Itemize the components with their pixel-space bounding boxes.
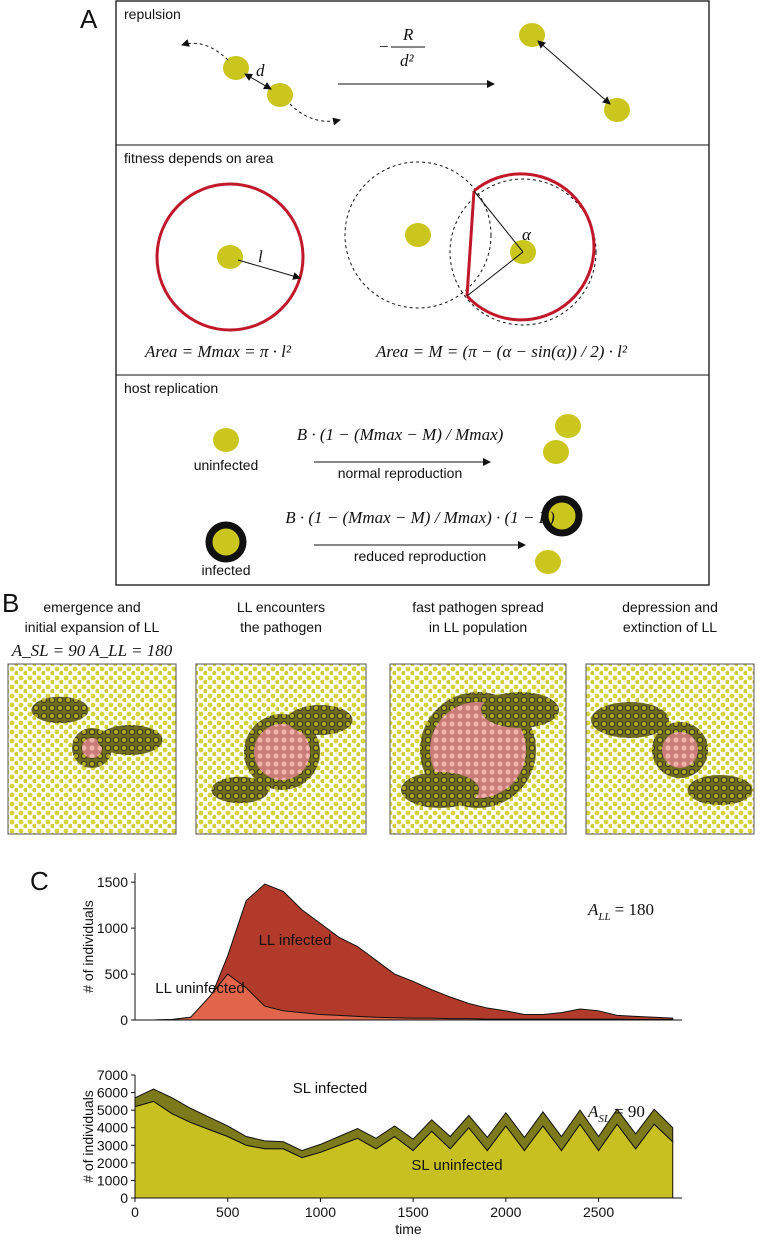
host-label: infected	[201, 562, 250, 578]
cluster	[97, 725, 163, 755]
repulsion-diagram	[181, 23, 630, 126]
infected-cluster	[662, 732, 698, 768]
y-tick-label: 7000	[97, 1067, 128, 1083]
series-label: LL uninfected	[155, 980, 245, 997]
formula: Area = M = (π − (α − sin(α)) / 2) · l²	[375, 342, 628, 361]
series-label: SL uninfected	[411, 1157, 502, 1174]
y-tick-label: 3000	[97, 1137, 128, 1153]
minus: −	[378, 37, 389, 56]
caption: the pathogen	[240, 619, 322, 635]
x-tick-label: 500	[216, 1204, 240, 1220]
cluster	[481, 692, 559, 728]
caption: fast pathogen spread	[412, 599, 544, 615]
radius-label: l	[258, 247, 263, 266]
annotation-value: = 180	[615, 900, 654, 919]
caption: in LL population	[429, 619, 527, 635]
arrow-label: normal reproduction	[338, 465, 463, 481]
y-tick-label: 4000	[97, 1120, 128, 1136]
cluster	[401, 772, 479, 808]
x-tick-label: 2500	[583, 1204, 614, 1220]
x-tick-label: 2000	[490, 1204, 521, 1220]
annotation-symbol: A	[587, 1102, 599, 1121]
area	[134, 1088, 674, 1159]
y-tick-label: 2000	[97, 1155, 128, 1171]
section-title: fitness depends on area	[124, 150, 274, 166]
infected-cluster	[254, 724, 310, 780]
numerator: R	[402, 25, 414, 44]
x-axis-label: time	[395, 1221, 422, 1237]
arrow-label: reduced reproduction	[354, 548, 486, 564]
series-label: LL infected	[259, 932, 332, 949]
y-tick-label: 0	[120, 1012, 128, 1028]
y-tick-label: 1000	[97, 920, 128, 936]
distance-label: d	[256, 61, 265, 80]
cluster	[591, 702, 669, 738]
cluster	[287, 705, 353, 735]
caption: depression and	[622, 599, 718, 615]
x-tick-label: 0	[131, 1204, 139, 1220]
fitness-diagram	[155, 161, 597, 332]
caption: initial expansion of LL	[25, 619, 160, 635]
caption: extinction of LL	[623, 619, 717, 635]
y-axis-label: # of individuals	[80, 1090, 96, 1183]
y-tick-label: 1500	[97, 874, 128, 890]
series-label: SL infected	[293, 1080, 368, 1097]
panel-label: B	[2, 588, 19, 618]
cluster	[687, 775, 753, 805]
x-tick-label: 1000	[305, 1204, 336, 1220]
section-title: repulsion	[124, 6, 181, 22]
section-title: host replication	[124, 380, 218, 396]
panel-b: emergence and initial expansion of LL LL e…	[7, 599, 755, 835]
panel-a-frame	[115, 0, 710, 586]
y-tick-label: 1000	[97, 1172, 128, 1188]
annotation-value: = 90	[614, 1102, 645, 1121]
formula: B · (1 − (Mmax − M) / Mmax)	[297, 425, 504, 444]
caption: emergence and	[43, 599, 140, 615]
host-diagram	[205, 414, 583, 574]
cluster	[211, 776, 269, 804]
denominator: d²	[400, 51, 415, 70]
formula: B · (1 − (Mmax − M) / Mmax) · (1 − P)	[285, 508, 555, 527]
cluster	[31, 696, 89, 724]
angle-label: α	[522, 225, 532, 244]
infected-cluster	[82, 738, 102, 758]
y-axis-label: # of individuals	[80, 900, 96, 993]
panel-label: C	[30, 866, 49, 896]
y-tick-label: 6000	[97, 1085, 128, 1101]
y-tick-label: 5000	[97, 1102, 128, 1118]
x-tick-label: 1500	[398, 1204, 429, 1220]
formula: A_SL = 90 A_LL = 180	[11, 641, 173, 660]
annotation: ASL = 90	[587, 1102, 645, 1125]
annotation-symbol: A	[587, 900, 599, 919]
area	[135, 973, 674, 1021]
annotation: ALL = 180	[587, 900, 654, 923]
panel-label: A	[80, 4, 98, 34]
formula: Area = Mmax = π · l²	[144, 342, 292, 361]
host-label: uninfected	[194, 457, 259, 473]
caption: LL encounters	[237, 599, 325, 615]
annotation-subscript: SL	[598, 1113, 610, 1125]
y-tick-label: 500	[105, 966, 129, 982]
y-tick-label: 0	[120, 1190, 128, 1206]
annotation-subscript: LL	[597, 911, 610, 923]
